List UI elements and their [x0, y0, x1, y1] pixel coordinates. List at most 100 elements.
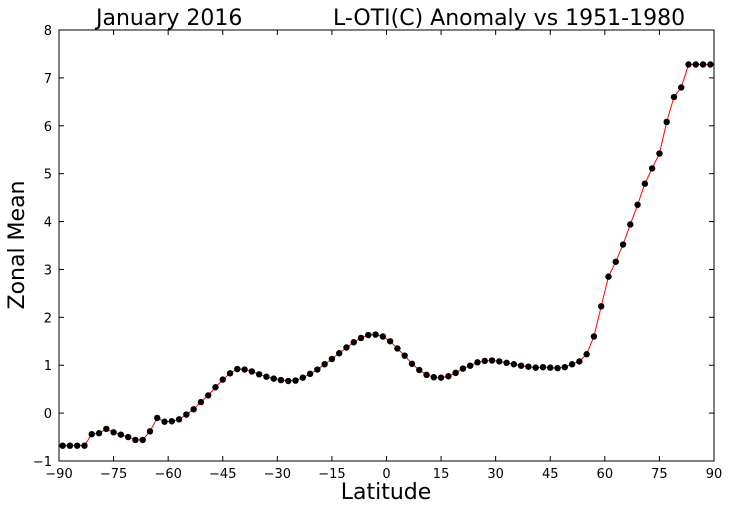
data-point: [394, 345, 401, 352]
x-tick-label: −90: [45, 467, 72, 482]
ticks-layer: [58, 29, 715, 462]
data-point: [685, 61, 692, 68]
data-point: [437, 374, 445, 381]
y-tick-label: 5: [44, 168, 52, 183]
x-tick-label: 90: [706, 467, 723, 482]
data-point: [314, 366, 321, 373]
data-point: [124, 433, 132, 441]
data-point: [488, 357, 496, 364]
data-point: [139, 436, 146, 444]
data-point: [474, 359, 481, 366]
data-point: [663, 118, 670, 126]
data-point: [459, 365, 467, 372]
data-point: [445, 373, 452, 380]
x-tick-label: 45: [542, 467, 559, 482]
data-point: [212, 384, 219, 391]
data-point: [539, 363, 547, 371]
data-point: [190, 406, 197, 413]
data-point: [248, 368, 256, 375]
data-markers: [59, 61, 714, 449]
data-point: [627, 221, 634, 228]
data-point: [299, 374, 307, 381]
x-tick-label: 15: [433, 467, 450, 482]
data-point: [161, 418, 168, 425]
data-point: [226, 370, 234, 377]
y-axis-label: Zonal Mean: [5, 180, 30, 309]
data-point: [707, 61, 714, 68]
data-point: [692, 61, 700, 68]
data-point: [634, 201, 641, 208]
data-point: [532, 364, 539, 371]
data-point: [423, 371, 430, 378]
data-point: [270, 375, 277, 382]
data-point: [357, 334, 365, 342]
data-point: [641, 180, 649, 187]
data-point: [263, 373, 270, 380]
data-point: [277, 376, 285, 384]
data-point: [372, 331, 379, 338]
data-point: [132, 436, 139, 444]
data-point: [306, 370, 314, 378]
data-point: [510, 361, 518, 368]
data-point: [408, 360, 416, 367]
x-tick-label: 75: [651, 467, 668, 482]
data-point: [81, 442, 88, 449]
y-tick-label: 2: [44, 311, 52, 326]
data-point: [648, 165, 656, 172]
data-point: [568, 361, 576, 368]
plot-frame: [58, 29, 715, 462]
data-point: [656, 150, 663, 157]
data-point: [234, 365, 241, 373]
y-tick-label: 7: [44, 72, 52, 87]
data-point: [321, 361, 328, 368]
y-tick-label: −1: [33, 455, 52, 470]
data-point: [204, 392, 212, 399]
data-point: [110, 429, 117, 436]
data-point: [605, 273, 612, 280]
data-point: [547, 364, 554, 371]
data-point: [219, 376, 226, 383]
data-point: [678, 84, 685, 91]
data-point: [59, 442, 66, 449]
y-tick-labels: −1 0 1 2 3 4 5 6 7 8: [33, 24, 52, 470]
data-point: [517, 362, 525, 369]
data-point: [350, 339, 357, 346]
y-tick-label: 8: [44, 24, 52, 39]
data-point: [699, 61, 707, 68]
chart-title-left: January 2016: [94, 6, 242, 31]
data-point: [328, 355, 336, 363]
data-point: [146, 428, 154, 435]
data-point: [255, 371, 263, 378]
x-axis-label: Latitude: [341, 480, 432, 505]
x-tick-label: 0: [382, 467, 390, 482]
data-point: [576, 358, 583, 365]
data-point: [583, 351, 590, 358]
data-point: [66, 442, 74, 449]
chart-title-right: L-OTI(C) Anomaly vs 1951-1980: [333, 6, 685, 31]
data-point: [619, 241, 627, 248]
x-tick-label: −45: [209, 467, 236, 482]
data-point: [154, 414, 161, 422]
data-point: [496, 358, 503, 365]
data-point: [401, 352, 408, 359]
data-point: [452, 369, 459, 377]
data-point: [365, 331, 372, 339]
data-point: [554, 364, 561, 372]
data-point: [95, 430, 103, 437]
x-tick-labels: −90 −75 −60 −45 −30 −15 0 15 30 45 60 75 90: [45, 467, 722, 482]
x-tick-label: −30: [264, 467, 291, 482]
data-point: [103, 425, 110, 433]
x-tick-label: −75: [100, 467, 127, 482]
data-point: [386, 338, 394, 345]
data-point: [597, 303, 605, 310]
data-point: [481, 357, 488, 365]
y-tick-label: 1: [44, 359, 52, 374]
data-point: [379, 333, 387, 340]
data-point: [466, 362, 474, 369]
data-point: [335, 350, 343, 357]
data-point: [117, 431, 125, 438]
data-point: [292, 377, 299, 384]
y-tick-label: 0: [44, 407, 52, 422]
data-point: [590, 333, 598, 340]
